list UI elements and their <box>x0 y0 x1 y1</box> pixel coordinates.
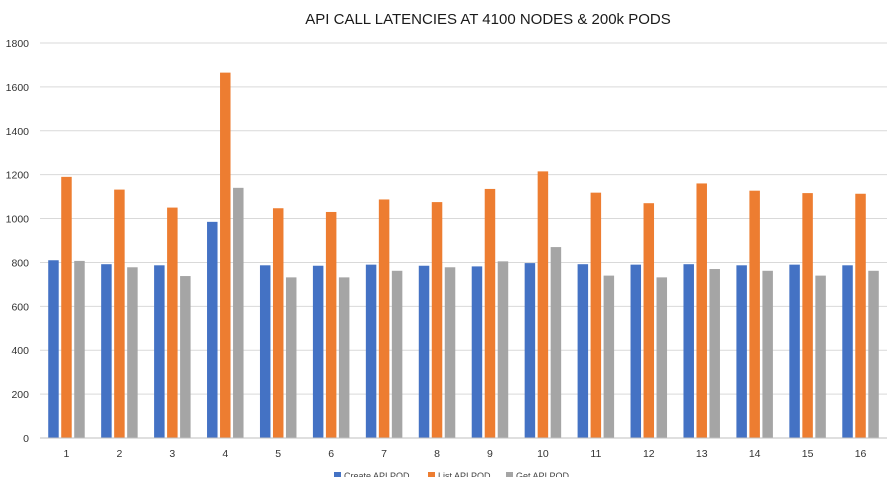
x-tick-label: 15 <box>802 448 814 460</box>
legend-swatch <box>506 472 513 477</box>
bar-list-api-pod <box>537 171 549 438</box>
bar-create-api-pod <box>577 264 589 438</box>
legend: Create API POD List API POD Get API POD <box>334 471 570 477</box>
bar-get-api-pod <box>762 270 773 438</box>
bar-create-api-pod <box>471 266 483 438</box>
y-tick-label: 600 <box>11 301 29 313</box>
y-tick-label: 1400 <box>6 126 30 138</box>
x-tick-label: 5 <box>275 448 281 460</box>
bar-list-api-pod <box>484 188 496 438</box>
bar-create-api-pod <box>207 221 218 438</box>
x-tick-label: 11 <box>590 448 601 460</box>
bar-create-api-pod <box>683 264 694 438</box>
y-tick-label: 800 <box>11 257 29 269</box>
y-tick-label: 1000 <box>6 214 30 226</box>
bar-create-api-pod <box>630 264 642 438</box>
bar-create-api-pod <box>418 265 430 438</box>
bar-create-api-pod <box>365 264 377 438</box>
bar-get-api-pod <box>338 277 350 438</box>
x-tick-label: 2 <box>116 448 122 460</box>
gridlines <box>40 42 887 395</box>
bar-create-api-pod <box>789 264 800 438</box>
x-tick-label: 3 <box>169 448 175 460</box>
bar-list-api-pod <box>590 192 602 438</box>
bar-list-api-pod <box>855 193 866 438</box>
bar-list-api-pod <box>220 72 231 438</box>
bar-get-api-pod <box>285 277 297 438</box>
bar-list-api-pod <box>325 211 337 438</box>
x-tick-label: 8 <box>434 448 440 460</box>
bar-get-api-pod <box>391 270 403 438</box>
bars <box>48 72 879 438</box>
bar-list-api-pod <box>167 207 178 438</box>
bar-create-api-pod <box>48 260 59 438</box>
bar-list-api-pod <box>696 183 707 438</box>
bar-get-api-pod <box>74 260 85 438</box>
chart-title: API CALL LATENCIES AT 4100 NODES & 200k … <box>305 11 670 28</box>
legend-swatch <box>334 472 341 477</box>
y-axis-ticks: 0 200 400 600 800 1000 1200 1400 1600 1800 <box>6 38 30 445</box>
bar-get-api-pod <box>709 269 720 438</box>
x-tick-label: 4 <box>222 448 228 460</box>
bar-create-api-pod <box>312 265 324 438</box>
bar-get-api-pod <box>868 270 879 438</box>
bar-list-api-pod <box>114 189 125 438</box>
bar-get-api-pod <box>815 275 826 438</box>
bar-list-api-pod <box>61 176 72 438</box>
x-tick-label: 6 <box>328 448 334 460</box>
bar-create-api-pod <box>524 263 536 438</box>
bar-get-api-pod <box>603 275 615 438</box>
x-tick-label: 7 <box>381 448 387 460</box>
x-tick-label: 1 <box>64 448 70 460</box>
bar-get-api-pod <box>127 267 138 438</box>
legend-label: List API POD <box>438 471 491 477</box>
y-tick-label: 200 <box>11 389 29 401</box>
bar-create-api-pod <box>259 265 271 438</box>
bar-list-api-pod <box>643 203 655 438</box>
x-tick-label: 16 <box>855 448 867 460</box>
bar-get-api-pod <box>497 261 509 438</box>
bar-list-api-pod <box>802 193 813 438</box>
y-tick-label: 1800 <box>6 38 30 50</box>
bar-list-api-pod <box>749 190 760 438</box>
bar-list-api-pod <box>272 208 284 438</box>
bar-create-api-pod <box>101 264 112 438</box>
x-axis-ticks: 1 2 3 4 5 6 7 8 9 10 11 12 13 14 15 16 <box>64 448 867 460</box>
legend-label: Create API POD <box>344 471 410 477</box>
bar-list-api-pod <box>431 202 443 438</box>
bar-get-api-pod <box>180 276 191 438</box>
x-tick-label: 9 <box>487 448 493 460</box>
y-tick-label: 400 <box>11 345 29 357</box>
legend-swatch <box>428 472 435 477</box>
bar-get-api-pod <box>444 267 456 438</box>
bar-get-api-pod <box>656 277 668 438</box>
bar-create-api-pod <box>842 265 853 438</box>
y-tick-label: 0 <box>23 433 29 445</box>
y-tick-label: 1600 <box>6 82 30 94</box>
bar-create-api-pod <box>154 265 165 438</box>
bar-get-api-pod <box>550 247 562 438</box>
x-tick-label: 14 <box>749 448 761 460</box>
x-tick-label: 10 <box>537 448 549 460</box>
y-tick-label: 1200 <box>6 170 30 182</box>
legend-label: Get API POD <box>516 471 570 477</box>
bar-get-api-pod <box>233 187 244 438</box>
x-tick-label: 13 <box>696 448 708 460</box>
bar-create-api-pod <box>736 265 747 438</box>
x-tick-label: 12 <box>643 448 655 460</box>
bar-list-api-pod <box>378 199 390 438</box>
